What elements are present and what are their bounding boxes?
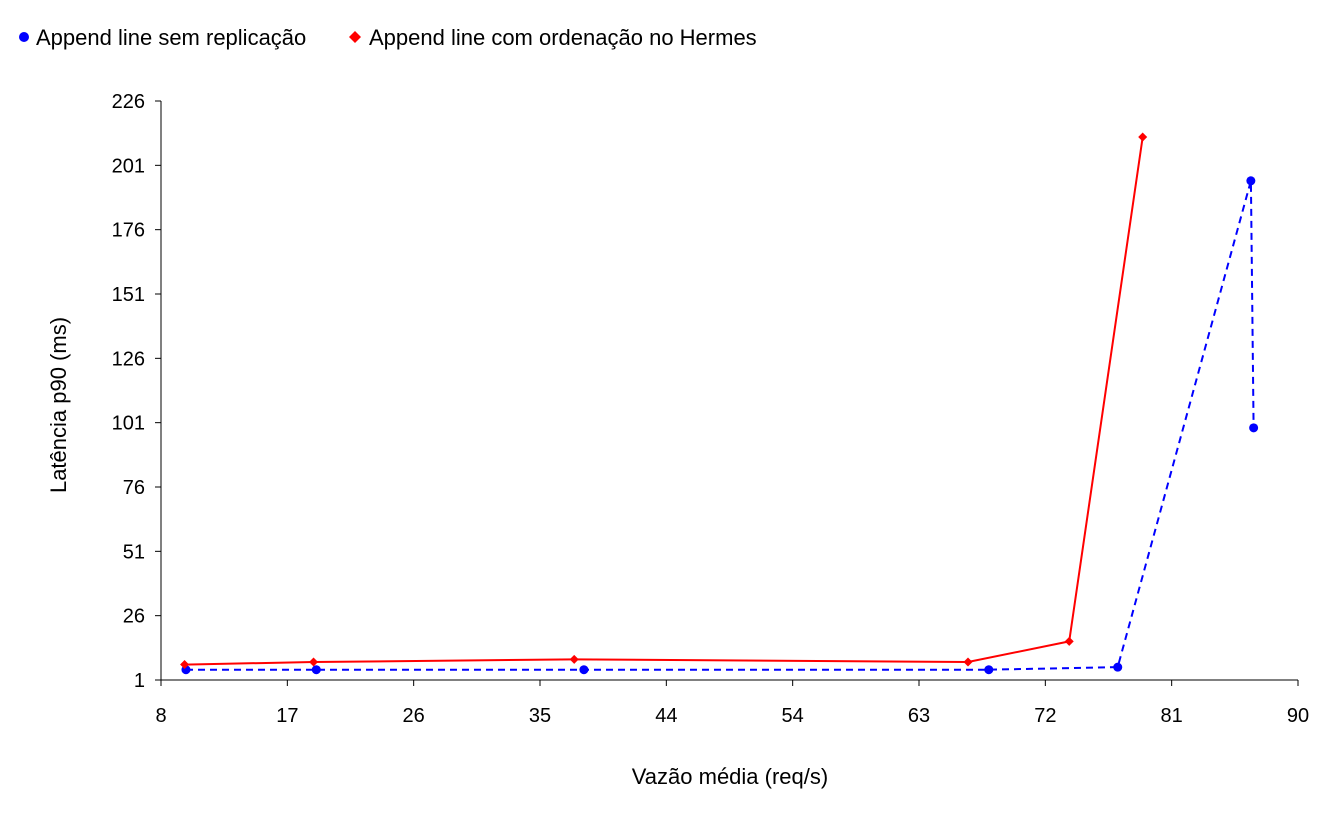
y-tick-label: 226 — [112, 91, 145, 113]
y-tick-label: 176 — [112, 220, 145, 242]
legend-marker-series-1 — [349, 31, 361, 43]
data-point-1-1 — [309, 657, 319, 667]
y-tick-label: 201 — [112, 155, 145, 177]
x-tick-label: 26 — [403, 705, 425, 727]
y-tick-label: 126 — [112, 348, 145, 370]
x-tick-label: 35 — [529, 705, 551, 727]
data-point-0-2 — [579, 665, 589, 675]
data-point-1-4 — [1064, 636, 1074, 646]
series-line-1 — [184, 136, 1144, 666]
y-tick-label: 51 — [123, 541, 145, 563]
series-1 — [180, 132, 1148, 670]
x-axis-ticks: 8 17 26 35 44 54 63 72 81 90 — [155, 680, 1309, 727]
data-point-0-3 — [984, 665, 994, 675]
data-point-1-3 — [963, 657, 973, 667]
data-point-1-5 — [1138, 132, 1148, 142]
data-point-0-6 — [1249, 423, 1259, 433]
x-tick-label: 17 — [276, 705, 298, 727]
x-tick-label: 54 — [782, 705, 804, 727]
x-tick-label: 44 — [655, 705, 677, 727]
x-tick-label: 81 — [1161, 705, 1183, 727]
x-axis: 8 17 26 35 44 54 63 72 81 90 — [155, 679, 1309, 727]
legend-label-series-0: Append line sem replicação — [36, 25, 306, 50]
x-tick-label: 90 — [1287, 705, 1309, 727]
legend-marker-series-0 — [19, 32, 29, 42]
x-tick-label: 72 — [1034, 705, 1056, 727]
x-axis-title: Vazão média (req/s) — [632, 764, 828, 789]
series-0 — [181, 176, 1259, 675]
data-point-0-1 — [311, 665, 321, 675]
x-tick-label: 8 — [155, 705, 166, 727]
x-tick-label: 63 — [908, 705, 930, 727]
y-tick-label: 151 — [112, 284, 145, 306]
data-point-0-5 — [1246, 176, 1256, 186]
y-tick-label: 76 — [123, 477, 145, 499]
y-axis-title: Latência p90 (ms) — [46, 317, 71, 493]
data-point-0-4 — [1113, 662, 1123, 672]
legend-label-series-1: Append line com ordenação no Hermes — [369, 25, 757, 50]
y-tick-label: 26 — [123, 606, 145, 628]
legend: Append line sem replicação Append line c… — [19, 25, 757, 50]
series-line-0 — [186, 180, 1255, 671]
y-tick-label: 101 — [112, 413, 145, 435]
y-tick-label: 1 — [134, 670, 145, 692]
series-layer — [180, 132, 1259, 675]
data-point-1-0 — [180, 660, 190, 670]
data-point-1-2 — [569, 654, 579, 664]
